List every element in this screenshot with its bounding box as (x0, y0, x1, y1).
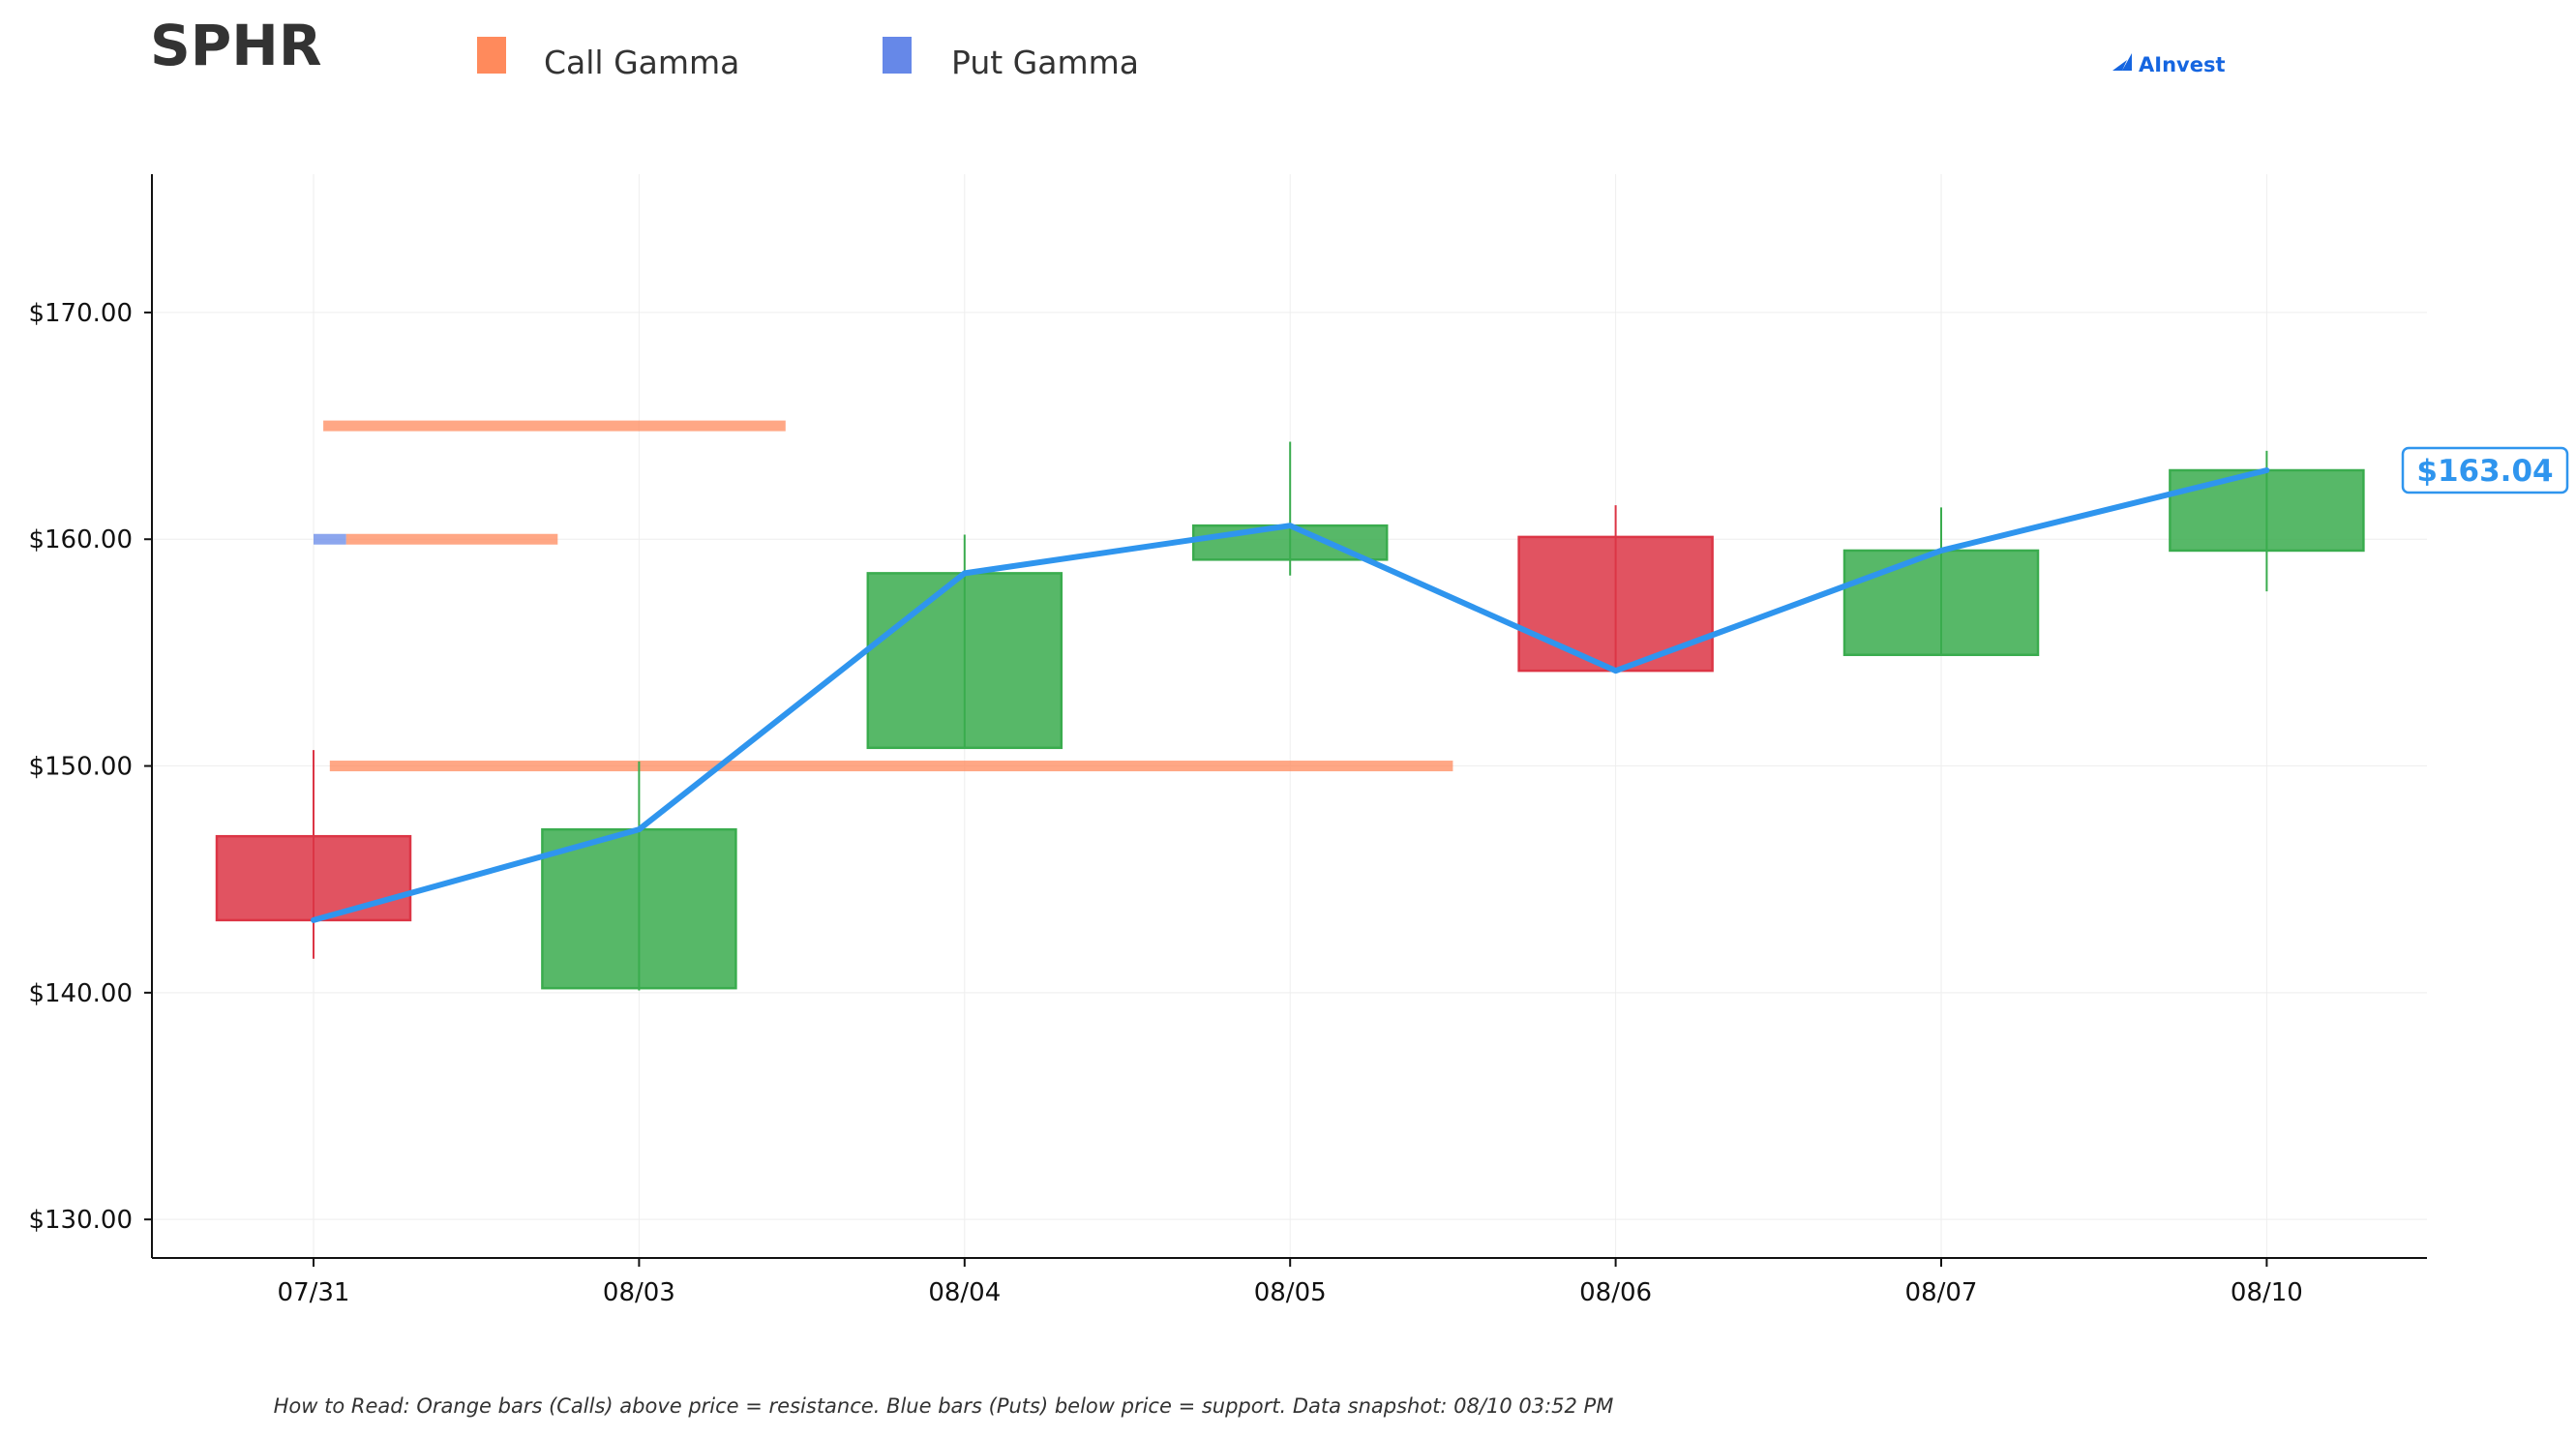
legend-swatch-put (883, 37, 912, 74)
y-tick-label-4: $170.00 (28, 299, 133, 328)
x-tick-label-1: 08/03 (603, 1278, 675, 1307)
logo-text: AInvest (2139, 53, 2226, 76)
y-tick-label-1: $140.00 (28, 979, 133, 1008)
candle-body-2 (866, 572, 1063, 750)
legend-swatch-call (477, 37, 506, 74)
legend-label-put: Put Gamma (951, 44, 1139, 81)
y-tick-label-0: $130.00 (28, 1206, 133, 1235)
y-tick-label-2: $150.00 (28, 753, 133, 782)
gamma-bars (314, 420, 1453, 772)
x-tick-label-3: 08/05 (1254, 1278, 1327, 1307)
x-tick-label-5: 08/07 (1905, 1278, 1978, 1307)
call-gamma-bar-1 (345, 533, 558, 545)
legend-label-call: Call Gamma (544, 44, 739, 81)
footnote: How to Read: Orange bars (Calls) above p… (274, 1394, 1614, 1418)
x-tick-label-2: 08/04 (928, 1278, 1001, 1307)
ainvest-logo: AInvest (2112, 53, 2226, 76)
last-price-tag: $163.04 (2401, 446, 2569, 494)
chart-title: SPHR (150, 13, 321, 78)
candle-body-6 (2169, 468, 2365, 553)
x-tick-label-4: 08/06 (1579, 1278, 1652, 1307)
grid (152, 174, 2427, 1258)
legend: Call Gamma Put Gamma (477, 37, 1139, 81)
candle-body-5 (1842, 549, 2040, 656)
y-tick-label-3: $160.00 (28, 525, 133, 554)
price-line-layer (311, 467, 2270, 923)
last-price-box (2401, 446, 2569, 494)
candles (215, 441, 2365, 991)
last-price-label: $163.04 (2416, 454, 2553, 489)
x-tick-label-6: 08/10 (2231, 1278, 2303, 1307)
axes (144, 174, 2427, 1267)
put-gamma-bar-2 (314, 533, 346, 545)
candle-body-4 (1517, 535, 1714, 673)
candle-body-1 (541, 827, 737, 990)
call-gamma-bar-3 (329, 761, 1453, 772)
call-gamma-bar-0 (323, 420, 786, 432)
candle-body-0 (215, 834, 412, 922)
x-tick-label-0: 07/31 (278, 1278, 350, 1307)
price-line (311, 467, 2270, 923)
tick-labels: $130.00 $140.00 $150.00 $160.00 $170.00 07/31… (28, 299, 2302, 1307)
logo-chart-icon (2112, 53, 2132, 71)
